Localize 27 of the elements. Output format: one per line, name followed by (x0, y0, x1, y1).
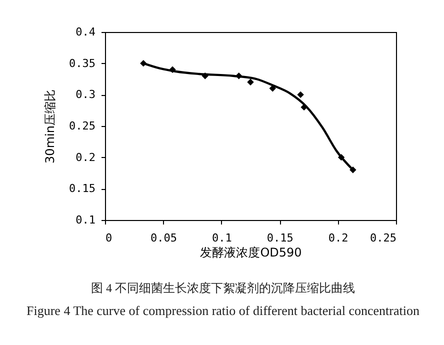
point (247, 78, 254, 86)
caption: 图 4 不同细菌生长浓度下絮凝剂的沉降压缩比曲线 (90, 280, 356, 297)
point (169, 66, 176, 73)
point (350, 166, 356, 174)
x-tick-label: 0.2 (328, 232, 348, 244)
point (269, 85, 276, 92)
y-tick-label: 0.2 (76, 150, 96, 164)
caption: Figure 4 The curve of compression ratio of different bacterial concentration (26, 303, 420, 319)
x-axis-title: 发酵液浓度OD590 (200, 246, 302, 260)
x-tick-label: 0.1 (212, 232, 232, 244)
point (202, 72, 208, 80)
y-tick-label: 0.35 (69, 56, 96, 70)
point (300, 104, 308, 111)
y-tick-label: 0.1 (76, 214, 96, 226)
point (297, 91, 304, 98)
point (338, 154, 345, 161)
x-tick-label: 0.15 (266, 232, 294, 244)
y-tick-label: 0.25 (69, 120, 96, 132)
y-axis-title: 30min压缩比 (43, 90, 58, 164)
point (140, 60, 147, 67)
y-tick-label: 0.4 (76, 26, 96, 38)
y-tick-label: 0.15 (69, 182, 96, 196)
point (236, 72, 242, 80)
x-tick-label: 0.05 (150, 232, 177, 244)
x-tick-label: 0.25 (370, 232, 396, 244)
y-tick-label: 0.3 (76, 88, 96, 102)
x-tick-label: 0 (106, 232, 112, 244)
